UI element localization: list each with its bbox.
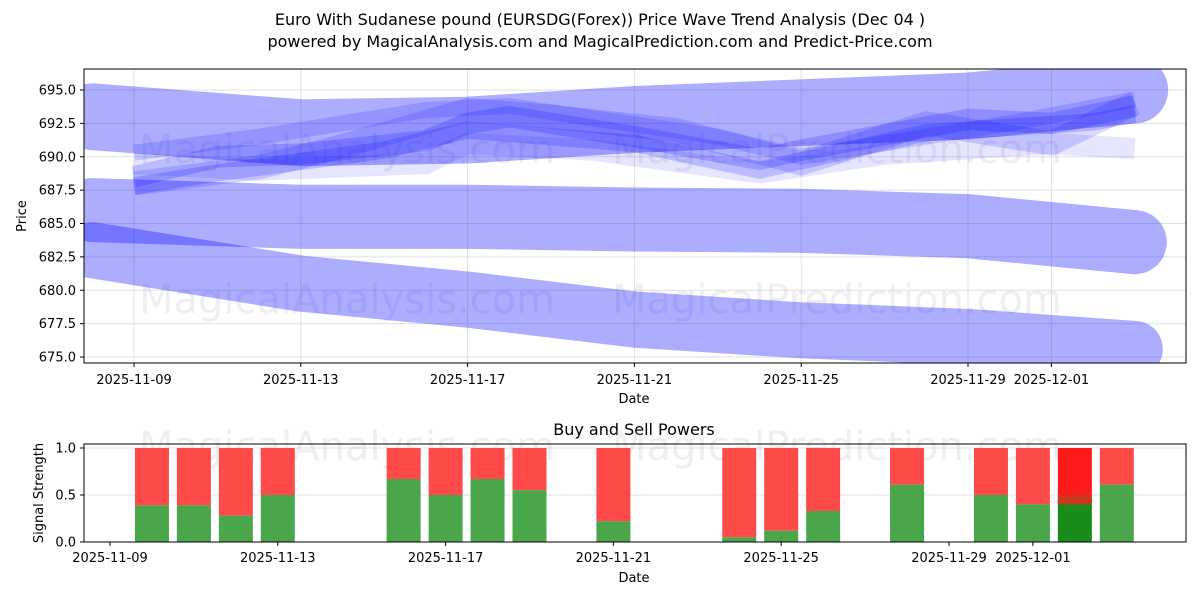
buy-bar [806, 511, 840, 542]
y-tick-label: 682.5 [39, 250, 76, 265]
y-tick-label: 685.0 [39, 217, 76, 232]
buy-bar [177, 505, 211, 542]
x-tick-label: 2025-11-09 [96, 373, 172, 388]
signal-x-label: Date [618, 571, 649, 586]
wave-mid-trend-band [92, 210, 1135, 242]
y-tick-label: 1.0 [55, 442, 76, 457]
x-tick-label: 2025-11-13 [240, 551, 316, 566]
sell-bar [722, 448, 756, 537]
signal-y-axis: 0.0 0.5 1.0 [55, 442, 84, 551]
x-tick-label: 2025-11-25 [743, 551, 819, 566]
price-x-axis: 2025-11-09 2025-11-13 2025-11-17 2025-11-21… [96, 363, 1089, 388]
buy-sell-chart: Buy and Sell Powers MagicalAnalysis.comM… [32, 420, 1186, 586]
buy-bar [387, 479, 421, 542]
buy-bar [890, 485, 924, 542]
x-tick-label: 2025-11-29 [930, 373, 1006, 388]
buy-bar [135, 505, 169, 542]
price-y-label: Price [15, 200, 30, 232]
y-tick-label: 692.5 [39, 117, 76, 132]
x-tick-label: 2025-12-01 [995, 551, 1071, 566]
buy-bar [471, 479, 505, 542]
sell-bar [596, 448, 630, 521]
buy-bar [1058, 504, 1092, 542]
sell-bar [471, 448, 505, 479]
buy-bar [429, 495, 463, 542]
sell-bar [764, 448, 798, 531]
buy-bar [1016, 504, 1050, 542]
buy-bar [596, 521, 630, 542]
y-tick-label: 687.5 [39, 184, 76, 199]
y-tick-label: 695.0 [39, 84, 76, 99]
x-tick-label: 2025-11-21 [597, 373, 673, 388]
sell-bar [806, 448, 840, 511]
sell-bar [177, 448, 211, 505]
x-tick-label: 2025-11-29 [911, 551, 987, 566]
x-tick-label: 2025-11-25 [763, 373, 839, 388]
x-tick-label: 2025-11-17 [430, 373, 506, 388]
buy-bar [261, 495, 295, 542]
price-x-label: Date [618, 392, 649, 407]
signal-x-axis: 2025-11-09 2025-11-13 2025-11-17 2025-11-21… [72, 542, 1070, 566]
x-tick-label: 2025-12-01 [1014, 373, 1090, 388]
sell-bar [1100, 448, 1134, 485]
y-tick-label: 0.5 [55, 489, 76, 504]
y-tick-label: 675.0 [39, 351, 76, 366]
buy-bar [219, 516, 253, 542]
sell-bar [974, 448, 1008, 495]
x-tick-label: 2025-11-17 [408, 551, 484, 566]
buy-bar [513, 490, 547, 542]
signal-y-label: Signal Strength [32, 443, 47, 543]
buy-bar [1100, 485, 1134, 542]
x-tick-label: 2025-11-09 [72, 551, 148, 566]
sell-bar [387, 448, 421, 479]
y-tick-label: 680.0 [39, 284, 76, 299]
price-y-axis: 675.0 677.5 680.0 682.5 685.0 687.5 690.0 692.5… [39, 84, 84, 366]
price-chart: MagicalAnalysis.comMagicalPrediction.com… [15, 69, 1186, 407]
x-tick-label: 2025-11-21 [576, 551, 652, 566]
sell-bar [135, 448, 169, 505]
overlap-bar [1058, 495, 1092, 504]
y-tick-label: 0.0 [55, 536, 76, 551]
x-tick-label: 2025-11-13 [263, 373, 339, 388]
buy-bar [974, 495, 1008, 542]
chart-canvas: MagicalAnalysis.comMagicalPrediction.com… [0, 0, 1200, 600]
y-tick-label: 690.0 [39, 150, 76, 165]
buy-bar [722, 537, 756, 542]
sell-bar [513, 448, 547, 490]
buy-bar [764, 531, 798, 542]
sell-bar [890, 448, 924, 485]
sell-bar [261, 448, 295, 495]
y-tick-label: 677.5 [39, 317, 76, 332]
sell-bar [219, 448, 253, 516]
sell-bar [1016, 448, 1050, 504]
sell-bar [429, 448, 463, 495]
